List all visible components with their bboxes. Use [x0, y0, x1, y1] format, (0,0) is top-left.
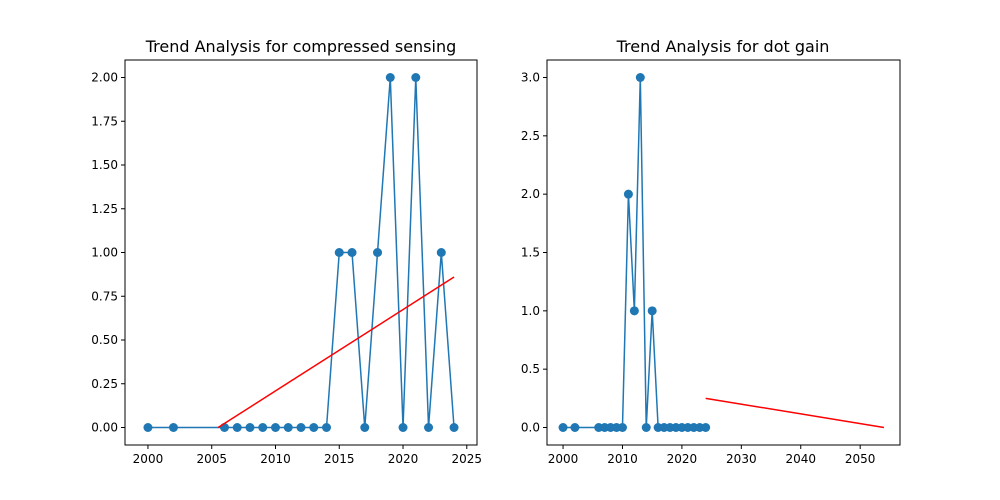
data-point: [296, 423, 306, 432]
y-tick-label: 0.25: [91, 377, 118, 391]
x-tick-label: 2010: [260, 452, 291, 466]
plot-area: [558, 73, 885, 432]
y-tick-label: 0.50: [91, 333, 118, 347]
data-point: [385, 73, 395, 82]
data-point: [449, 423, 459, 432]
y-tick-label: 1.50: [91, 158, 118, 172]
data-point: [143, 423, 153, 432]
chart-compressed-sensing: Trend Analysis for compressed sensing 20…: [91, 37, 482, 466]
y-tick-label: 1.00: [91, 246, 118, 260]
y-tick-label: 0.0: [521, 421, 540, 435]
data-point: [283, 423, 293, 432]
chart-title: Trend Analysis for dot gain: [616, 37, 830, 56]
data-point: [219, 423, 229, 432]
axes-frame: [546, 59, 901, 446]
trend-line: [217, 276, 455, 429]
chart-dot-gain: Trend Analysis for dot gain 2000 2010 2020…: [521, 37, 901, 467]
x-tick-label: 2025: [452, 452, 483, 466]
trend-line: [705, 397, 885, 429]
x-tick-label: 2005: [196, 452, 227, 466]
data-point: [309, 423, 319, 432]
data-point: [424, 423, 434, 432]
data-point: [558, 423, 568, 432]
y-tick-label: 1.75: [91, 114, 118, 128]
x-tick-label: 2010: [607, 452, 638, 466]
y-tick-label: 1.25: [91, 202, 118, 216]
y-tick-label: 0.00: [91, 421, 118, 435]
data-point: [360, 423, 370, 432]
data-point: [322, 423, 332, 432]
y-tick-label: 0.5: [521, 362, 540, 376]
axis-ticks: 2000 2010 2020 2030 2040 2050 0.0 0.5 1.0 1.5 2.0 2…: [521, 71, 876, 467]
data-point: [629, 306, 639, 316]
y-tick-label: 1.0: [521, 304, 540, 318]
data-point: [398, 423, 408, 432]
x-tick-label: 2000: [548, 452, 579, 466]
data-point: [701, 423, 711, 432]
axes-frame: [124, 59, 478, 446]
y-tick-label: 2.0: [521, 187, 540, 201]
data-point: [168, 423, 178, 432]
y-tick-label: 3.0: [521, 71, 540, 85]
y-tick-label: 2.00: [91, 71, 118, 85]
plot-area: [143, 73, 459, 432]
data-point: [232, 423, 242, 432]
x-tick-label: 2020: [388, 452, 419, 466]
data-point: [258, 423, 268, 432]
data-point: [270, 423, 280, 432]
x-tick-label: 2040: [785, 452, 816, 466]
x-tick-label: 2015: [324, 452, 355, 466]
data-point: [347, 248, 357, 257]
data-point: [245, 423, 255, 432]
y-tick-label: 0.75: [91, 289, 118, 303]
data-point: [411, 73, 421, 82]
chart-title: Trend Analysis for compressed sensing: [145, 37, 457, 56]
data-point: [641, 423, 651, 432]
x-tick-label: 2000: [133, 452, 164, 466]
data-point: [647, 306, 657, 316]
data-point: [570, 423, 580, 432]
y-tick-label: 1.5: [521, 246, 540, 260]
data-point: [373, 248, 383, 257]
data-point: [334, 248, 344, 257]
x-tick-label: 2050: [845, 452, 876, 466]
data-point: [635, 73, 645, 82]
data-point: [617, 423, 627, 432]
data-point: [623, 189, 633, 199]
data-point: [436, 248, 446, 257]
axis-ticks: 2000 2005 2010 2015 2020 2025 0.00 0.25 0.50 0.75…: [91, 71, 482, 467]
y-tick-label: 2.5: [521, 129, 540, 143]
x-tick-label: 2020: [667, 452, 698, 466]
x-tick-label: 2030: [726, 452, 757, 466]
